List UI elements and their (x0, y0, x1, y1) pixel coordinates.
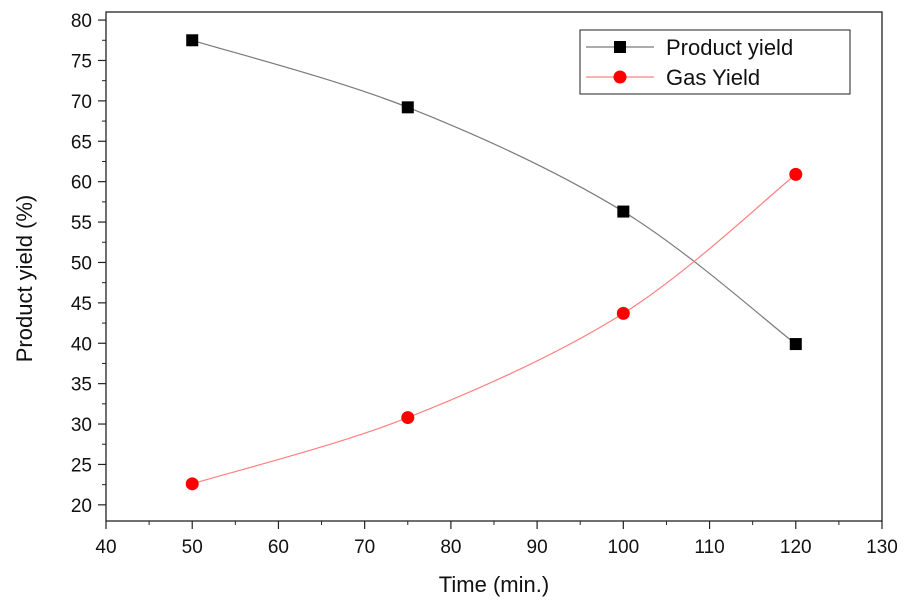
x-tick-label: 60 (268, 537, 289, 558)
x-tick-label: 130 (866, 537, 898, 558)
y-tick-label: 25 (71, 455, 92, 476)
legend-label-gas-yield: Gas Yield (666, 65, 760, 90)
y-tick-label: 70 (71, 92, 92, 113)
data-point-product-yield (401, 101, 414, 114)
x-axis-title: Time (min.) (439, 572, 549, 597)
x-tick-label: 120 (780, 537, 812, 558)
series-lines (192, 39, 797, 485)
y-tick-label: 50 (71, 253, 92, 274)
y-axis-title: Product yield (%) (12, 195, 37, 363)
x-tick-label: 70 (354, 537, 375, 558)
data-point-gas-yield (401, 411, 415, 425)
series-markers (185, 34, 803, 491)
plot-frame (105, 11, 883, 522)
y-tick-label: 35 (71, 375, 92, 396)
x-tick-label: 110 (694, 537, 724, 558)
y-tick-label: 65 (71, 132, 92, 153)
x-tick-label: 80 (440, 537, 461, 558)
y-tick-label: 20 (71, 496, 92, 517)
y-tick-label: 75 (71, 51, 92, 72)
axis-ticks: 40 50 60 70 80 90 100 110 120 130 20 25 30 35 40 45 50 55… (71, 11, 898, 558)
data-point-product-yield (186, 34, 199, 47)
y-tick-label: 30 (71, 415, 92, 436)
y-tick-label: 40 (71, 334, 92, 355)
x-tick-label: 100 (607, 537, 639, 558)
legend-box (579, 29, 851, 95)
y-tick-label: 60 (71, 173, 92, 194)
data-point-gas-yield (616, 306, 630, 320)
y-tick-label: 55 (71, 213, 92, 234)
x-tick-label: 50 (182, 537, 203, 558)
data-point-product-yield (789, 338, 802, 351)
data-point-gas-yield (789, 167, 803, 181)
data-point-product-yield (617, 205, 630, 218)
series-line-product-yield (192, 39, 797, 345)
data-point-gas-yield (185, 477, 199, 491)
y-tick-label: 80 (71, 11, 92, 32)
legend-marker-gas-yield (613, 70, 627, 84)
x-tick-label: 40 (95, 537, 116, 558)
series-line-gas-yield (192, 173, 797, 485)
legend-marker-product-yield (614, 41, 626, 53)
legend: Product yield Gas Yield (579, 29, 851, 95)
y-tick-label: 45 (71, 294, 92, 315)
x-tick-label: 90 (527, 537, 548, 558)
legend-label-product-yield: Product yield (666, 35, 793, 60)
